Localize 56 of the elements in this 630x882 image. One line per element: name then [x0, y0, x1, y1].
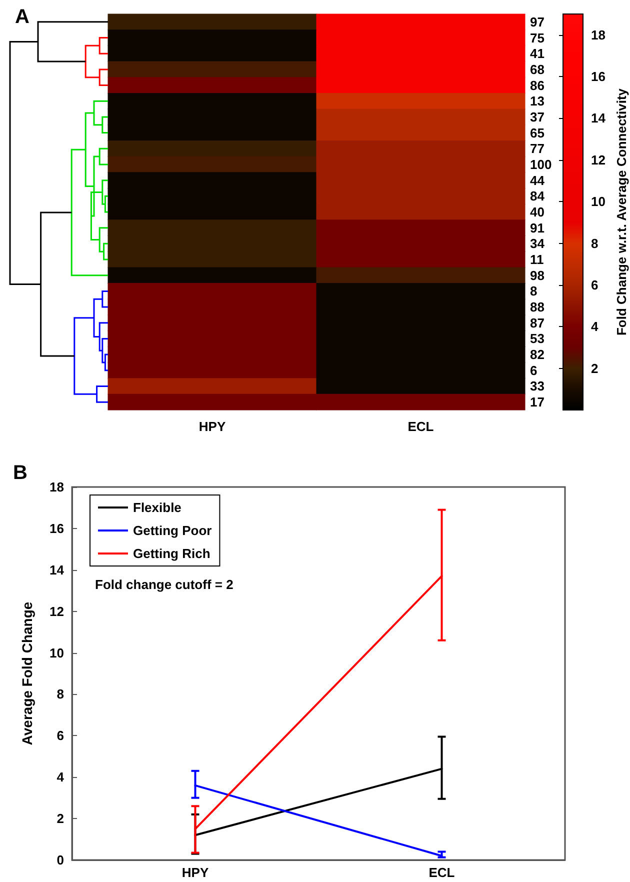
color-bar-label: 14	[591, 110, 606, 126]
y-tick-label: 18	[50, 480, 64, 494]
chart-title: A	[15, 6, 30, 28]
y-tick-label: 4	[56, 770, 65, 785]
y-tick-label: 86	[530, 78, 544, 93]
color-bar-label: 16	[591, 69, 606, 84]
y-tick-label: 17	[530, 394, 544, 410]
y-tick-label: 6	[530, 362, 538, 378]
x-tick-label: ECL	[408, 419, 434, 434]
y-tick-label: 75	[530, 30, 544, 46]
y-tick-label: 2	[56, 811, 64, 826]
y-tick-label: 6	[56, 728, 64, 744]
color-bar-title: Fold Change w.r.t. Average Connectivity	[614, 88, 629, 336]
y-tick-label: 34	[530, 236, 546, 252]
legend-label: Flexible	[133, 500, 182, 515]
x-tick-label: ECL	[428, 865, 455, 880]
y-tick-label: 100	[530, 156, 552, 172]
y-axis-title: Average Fold Change	[19, 602, 35, 746]
y-tick-label: 98	[530, 268, 544, 283]
y-tick-label: 84	[530, 188, 546, 204]
color-bar-label: 8	[591, 236, 598, 251]
y-tick-label: 82	[530, 347, 544, 362]
y-tick-label: 91	[530, 220, 544, 236]
annotation: Fold change cutoff = 2	[95, 577, 234, 592]
y-tick-label: 65	[530, 125, 544, 140]
y-tick-label: 53	[530, 331, 544, 346]
legend-label: Getting Rich	[133, 546, 210, 561]
y-tick-label: 97	[530, 14, 544, 30]
color-bar-label: 10	[591, 194, 606, 210]
y-tick-label: 12	[50, 604, 64, 619]
y-tick-label: 68	[530, 62, 544, 77]
y-tick-label: 33	[530, 378, 544, 394]
y-tick-label: 16	[50, 520, 64, 536]
y-tick-label: 87	[530, 315, 544, 330]
y-tick-label: 13	[530, 94, 544, 109]
y-tick-label: 8	[56, 686, 64, 702]
y-tick-label: 11	[530, 252, 544, 268]
y-tick-label: 88	[530, 300, 544, 315]
color-bar-label: 6	[591, 277, 598, 292]
y-tick-label: 40	[530, 204, 544, 220]
color-bar-label: 2	[591, 360, 598, 376]
y-tick-label: 10	[50, 645, 64, 660]
y-tick-label: 37	[530, 109, 544, 124]
x-tick-label: HPY	[198, 419, 226, 434]
color-bar-label: 12	[591, 152, 606, 168]
color-bar-label: 4	[591, 319, 599, 334]
y-tick-label: 41	[530, 46, 544, 62]
color-bar-label: 18	[591, 27, 606, 42]
y-tick-label: 77	[530, 141, 544, 156]
y-tick-label: 44	[530, 172, 546, 188]
x-tick-label: HPY	[182, 865, 209, 880]
legend-label: Getting Poor	[133, 523, 212, 538]
y-tick-label: 0	[56, 852, 64, 868]
y-tick-label: 8	[530, 284, 538, 299]
y-tick-label: 14	[50, 562, 65, 578]
chart-title: B	[13, 462, 28, 484]
